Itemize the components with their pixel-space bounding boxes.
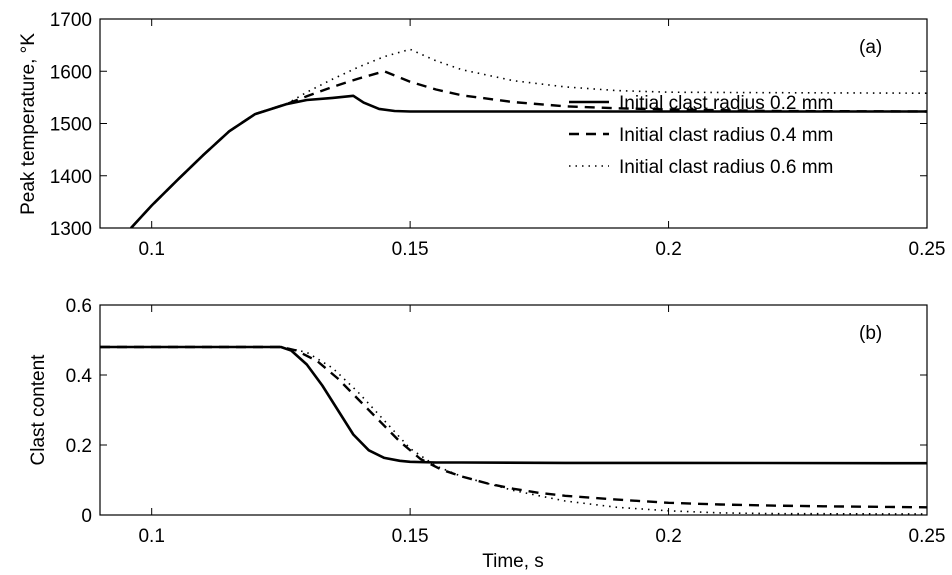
- panel-a-xtick-label: 0.1: [138, 239, 164, 260]
- panel-b-series-lines: [100, 345, 927, 515]
- legend-label-0-2mm: Initial clast radius 0.2 mm: [619, 93, 833, 114]
- panel-a-ytick-label: 1600: [50, 62, 92, 83]
- panel-a-ytick-label: 1300: [50, 219, 92, 240]
- legend: Initial clast radius 0.2 mm Initial clas…: [567, 93, 927, 228]
- panel-b-clast-content: 0.1 0.15 0.2 0.25 0 0.2 0.4 0.6 Clast content T…: [28, 296, 945, 572]
- legend-label-0-6mm: Initial clast radius 0.6 mm: [619, 157, 833, 178]
- panel-b-xtick-label: 0.15: [392, 526, 429, 547]
- panel-b-xtick-label: 0.1: [138, 526, 164, 547]
- panel-a-ticks: [100, 18, 928, 229]
- panel-a-ylabel: Peak temperature, °K: [18, 33, 39, 215]
- panel-b-ytick-label: 0.4: [66, 366, 93, 387]
- panel-b-series-line-0-6mm: [100, 346, 927, 515]
- panel-a-series-lines: [130, 48, 927, 228]
- panel-b-xtick-label: 0.25: [909, 526, 946, 547]
- panel-a-peak-temperature: 0.1 0.15 0.2 0.25 1300 1400 1500 1600 1700 Peak …: [18, 10, 945, 260]
- panel-b-xtick-label: 0.2: [655, 526, 681, 547]
- panel-b-series-line-0-2mm: [100, 345, 927, 465]
- panel-a-ytick-label: 1500: [50, 115, 92, 136]
- panel-a-ytick-label: 1700: [50, 10, 92, 31]
- legend-box: [567, 174, 927, 228]
- panel-b-ticks: [100, 304, 928, 516]
- panel-b-label: (b): [859, 323, 882, 344]
- panel-a-axes-frame: [99, 18, 928, 229]
- panel-b-tick-labels: 0.1 0.15 0.2 0.25 0 0.2 0.4 0.6: [66, 296, 946, 547]
- panel-a-xtick-label: 0.2: [655, 239, 681, 260]
- panel-b-ytick-label: 0.2: [66, 436, 92, 457]
- panel-a-ytick-label: 1400: [50, 167, 92, 188]
- panel-a-xtick-label: 0.15: [392, 239, 429, 260]
- legend-label-0-4mm: Initial clast radius 0.4 mm: [619, 125, 833, 146]
- panel-b-axes-frame: [99, 304, 928, 516]
- panel-a-series-line-0-2mm: [130, 94, 927, 228]
- panel-b-ytick-label: 0.6: [66, 296, 92, 317]
- panel-b-xlabel: Time, s: [482, 551, 544, 572]
- panel-a-label: (a): [859, 37, 882, 58]
- panel-a-series-line-0-4mm: [130, 70, 927, 228]
- panel-b-ytick-label: 0: [81, 506, 92, 527]
- panel-a-xtick-label: 0.25: [909, 239, 946, 260]
- panel-b-ylabel: Clast content: [28, 354, 49, 466]
- panel-b-series-line-0-4mm: [100, 345, 927, 509]
- panel-a-tick-labels: 0.1 0.15 0.2 0.25 1300 1400 1500 1600 1700: [50, 10, 946, 260]
